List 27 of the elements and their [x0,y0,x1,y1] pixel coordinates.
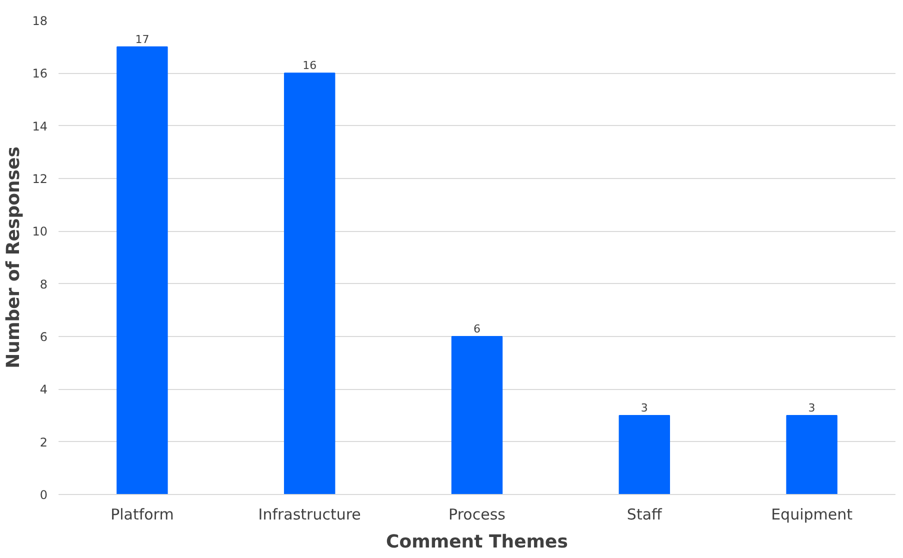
y-tick-label: 8 [40,277,48,292]
y-axis-title: Number of Responses [3,146,24,368]
y-tick-label: 6 [40,330,48,344]
y-tick-label: 0 [40,488,48,502]
data-label: 16 [302,59,317,72]
x-tick-label: Infrastructure [258,506,361,524]
data-label: 17 [135,32,150,46]
y-tick-label: 10 [32,224,48,239]
y-tick-label: 18 [32,14,48,28]
bar [284,72,336,494]
data-label: 6 [474,322,480,336]
bar [786,415,838,494]
y-tick-label: 14 [32,119,48,134]
data-label: 3 [640,402,648,414]
y-tick-label: 2 [40,435,48,450]
x-axis-title: Comment Themes [386,532,568,552]
x-tick-label: Platform [110,506,174,524]
bar [618,415,670,494]
y-tick-label: 16 [32,66,48,81]
y-tick-label: 4 [40,382,48,397]
y-tick-label: 12 [32,172,48,186]
bar [116,46,168,494]
bar [451,336,503,494]
x-tick-label: Equipment [771,506,853,524]
x-tick-label: Staff [626,506,663,524]
data-label: 3 [808,402,816,414]
x-tick-label: Process [448,506,506,524]
